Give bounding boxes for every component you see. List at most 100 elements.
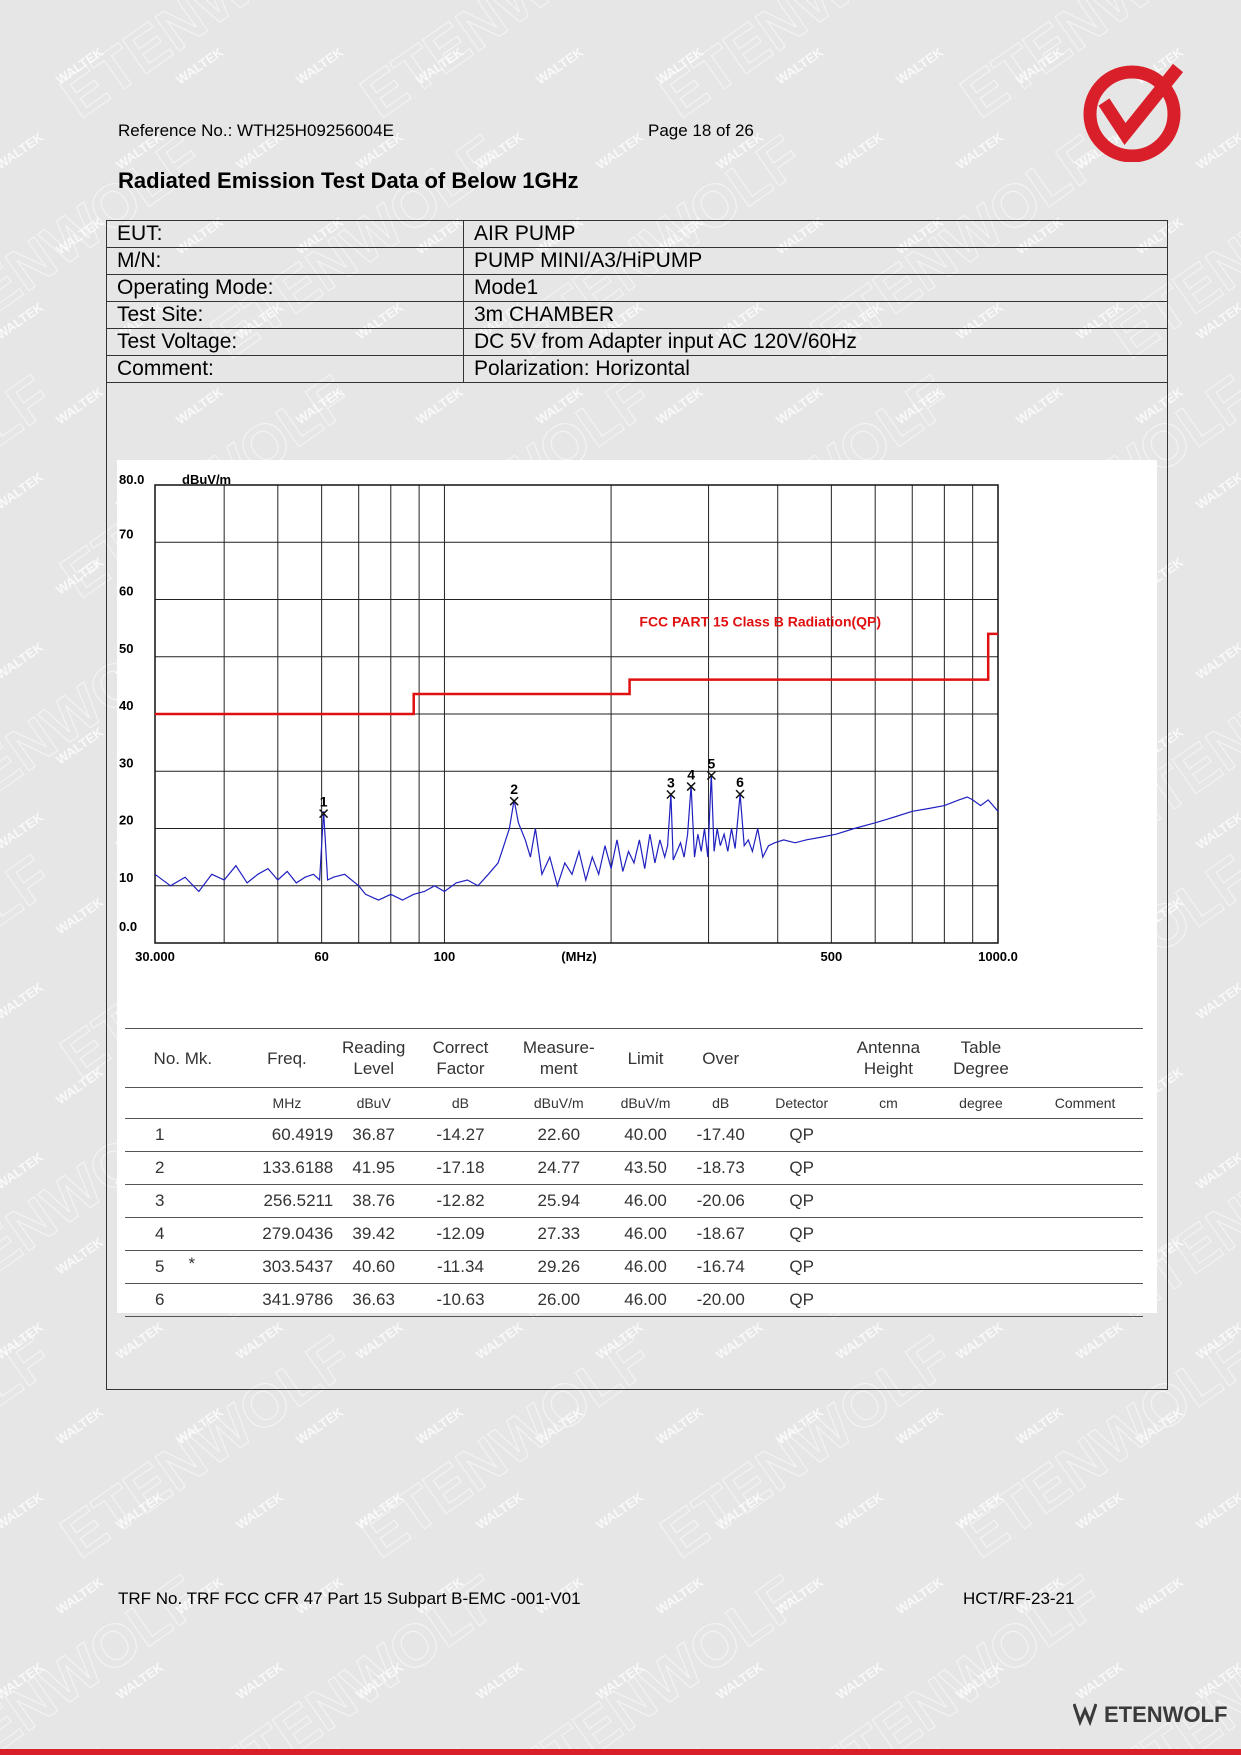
x-tick-label: 500 (821, 949, 843, 964)
watermark-text: WALTEK (1193, 979, 1241, 1023)
x-tick-label: 60 (314, 949, 328, 964)
cell-comment (1027, 1184, 1143, 1218)
watermark-text: WALTEK (293, 44, 346, 88)
watermark-text: WALTEK (1193, 639, 1241, 683)
cell-measurement: 25.94 (506, 1184, 611, 1218)
table-row: 4 279.0436 39.42 -12.09 27.33 46.00 -18.67 QP (125, 1217, 1143, 1251)
cell-factor: -10.63 (414, 1283, 507, 1317)
cell-detector: QP (761, 1283, 843, 1317)
watermark-text: WALTEK (713, 1659, 766, 1703)
table-row: 2 133.6188 41.95 -17.18 24.77 43.50 -18.73 QP (125, 1151, 1143, 1185)
document-code: HCT/RF-23-21 (963, 1589, 1075, 1608)
watermark-text: WALTEK (0, 299, 46, 343)
watermark-text: WALTEK (1013, 44, 1066, 88)
cell-table-degree (934, 1250, 1028, 1284)
unit-header: dBuV/m (506, 1087, 611, 1119)
cell-antenna-height (842, 1118, 935, 1152)
cell-reading: 40.60 (333, 1250, 415, 1284)
watermark-text: WALTEK (113, 1659, 166, 1703)
marker-label: 1 (320, 794, 328, 810)
watermark-text: WALTEK (1193, 299, 1241, 343)
column-header: Over (680, 1028, 762, 1088)
info-value: DC 5V from Adapter input AC 120V/60Hz (463, 328, 1168, 356)
cell-limit: 46.00 (610, 1250, 681, 1284)
watermark-text: WALTEK (0, 1489, 46, 1533)
bottom-accent-bar (0, 1749, 1241, 1755)
cell-detector: QP (761, 1151, 843, 1185)
cell-detector: QP (761, 1217, 843, 1251)
watermark-text: WALTEK (53, 1574, 106, 1618)
x-tick-label: 30.000 (135, 949, 175, 964)
column-header: Antenna Height (842, 1028, 935, 1088)
etenwolf-logo-icon (1073, 1703, 1097, 1726)
y-tick-label: 0.0 (119, 919, 137, 934)
watermark-text: WALTEK (413, 44, 466, 88)
watermark-text: WALTEK (113, 1489, 166, 1533)
watermark-text-large: ETENWOLF (0, 0, 63, 131)
watermark-text: WALTEK (833, 1489, 886, 1533)
cell-factor: -14.27 (414, 1118, 507, 1152)
cell-limit: 46.00 (610, 1283, 681, 1317)
cell-over: -18.73 (680, 1151, 762, 1185)
watermark-text: WALTEK (1193, 1149, 1241, 1193)
watermark-text: WALTEK (53, 1234, 106, 1278)
watermark-text: WALTEK (773, 1574, 826, 1618)
cell-comment (1027, 1217, 1143, 1251)
cell-over: -20.06 (680, 1184, 762, 1218)
cell-over: -17.40 (680, 1118, 762, 1152)
watermark-text: WALTEK (1133, 1404, 1186, 1448)
table-header-row: No. Mk. Freq. Reading Level Correct Factor Mea… (125, 1028, 1143, 1088)
watermark-text: WALTEK (593, 1659, 646, 1703)
watermark-text: WALTEK (53, 44, 106, 88)
watermark-text: WALTEK (653, 1404, 706, 1448)
watermark-text: WALTEK (1193, 129, 1241, 173)
watermark-text: WALTEK (833, 1659, 886, 1703)
cell-factor: -12.82 (414, 1184, 507, 1218)
watermark-text: WALTEK (473, 129, 526, 173)
row-number: 1 (155, 1125, 165, 1144)
row-number-cell: 2 (125, 1151, 241, 1185)
marker-cross (686, 782, 696, 792)
cell-table-degree (934, 1217, 1028, 1251)
watermark-text: WALTEK (473, 1659, 526, 1703)
info-key: Test Site: (106, 301, 464, 329)
row-number: 4 (155, 1224, 165, 1243)
watermark-text: WALTEK (1193, 0, 1241, 2)
cell-reading: 41.95 (333, 1151, 415, 1185)
info-key: Test Voltage: (106, 328, 464, 356)
row-number-cell: 4 (125, 1217, 241, 1251)
trf-number: TRF No. TRF FCC CFR 47 Part 15 Subpart B… (118, 1589, 581, 1608)
marker-cross (319, 809, 329, 819)
cell-limit: 40.00 (610, 1118, 681, 1152)
cell-freq: 341.9786 (240, 1283, 334, 1317)
watermark-text: WALTEK (1073, 1489, 1126, 1533)
info-key: Operating Mode: (106, 274, 464, 302)
x-axis-label: (MHz) (561, 949, 596, 964)
marker-2: 2 (509, 781, 519, 806)
watermark-text: WALTEK (353, 1659, 406, 1703)
watermark-text: WALTEK (1193, 1489, 1241, 1533)
watermark-text-large: ETENWOLF (0, 363, 63, 611)
cell-table-degree (934, 1283, 1028, 1317)
cell-measurement: 29.26 (506, 1250, 611, 1284)
column-header: Reading Level (333, 1028, 415, 1088)
watermark-text: WALTEK (53, 384, 106, 428)
column-header: Freq. (240, 1028, 334, 1088)
marker-5: 5 (706, 755, 716, 781)
cell-factor: -11.34 (414, 1250, 507, 1284)
cell-detector: QP (761, 1184, 843, 1218)
watermark-text: WALTEK (593, 0, 646, 2)
watermark-text: WALTEK (53, 894, 106, 938)
cell-antenna-height (842, 1184, 935, 1218)
cell-antenna-height (842, 1151, 935, 1185)
measurement-table: No. Mk. Freq. Reading Level Correct Factor Mea… (125, 1028, 1143, 1317)
watermark-text: WALTEK (413, 1404, 466, 1448)
marker-cross (706, 770, 716, 781)
y-tick-label: 20 (119, 813, 133, 828)
watermark-text: WALTEK (0, 0, 46, 2)
watermark-text: WALTEK (473, 1489, 526, 1533)
unit-header: Detector (761, 1087, 843, 1119)
emission-chart: 0.0 10 20 30 40 50 60 70 80.0 dBuV/m 30.000 60 100 50… (119, 472, 1018, 964)
watermark-text: WALTEK (233, 1659, 286, 1703)
marker-label: 6 (736, 774, 744, 790)
